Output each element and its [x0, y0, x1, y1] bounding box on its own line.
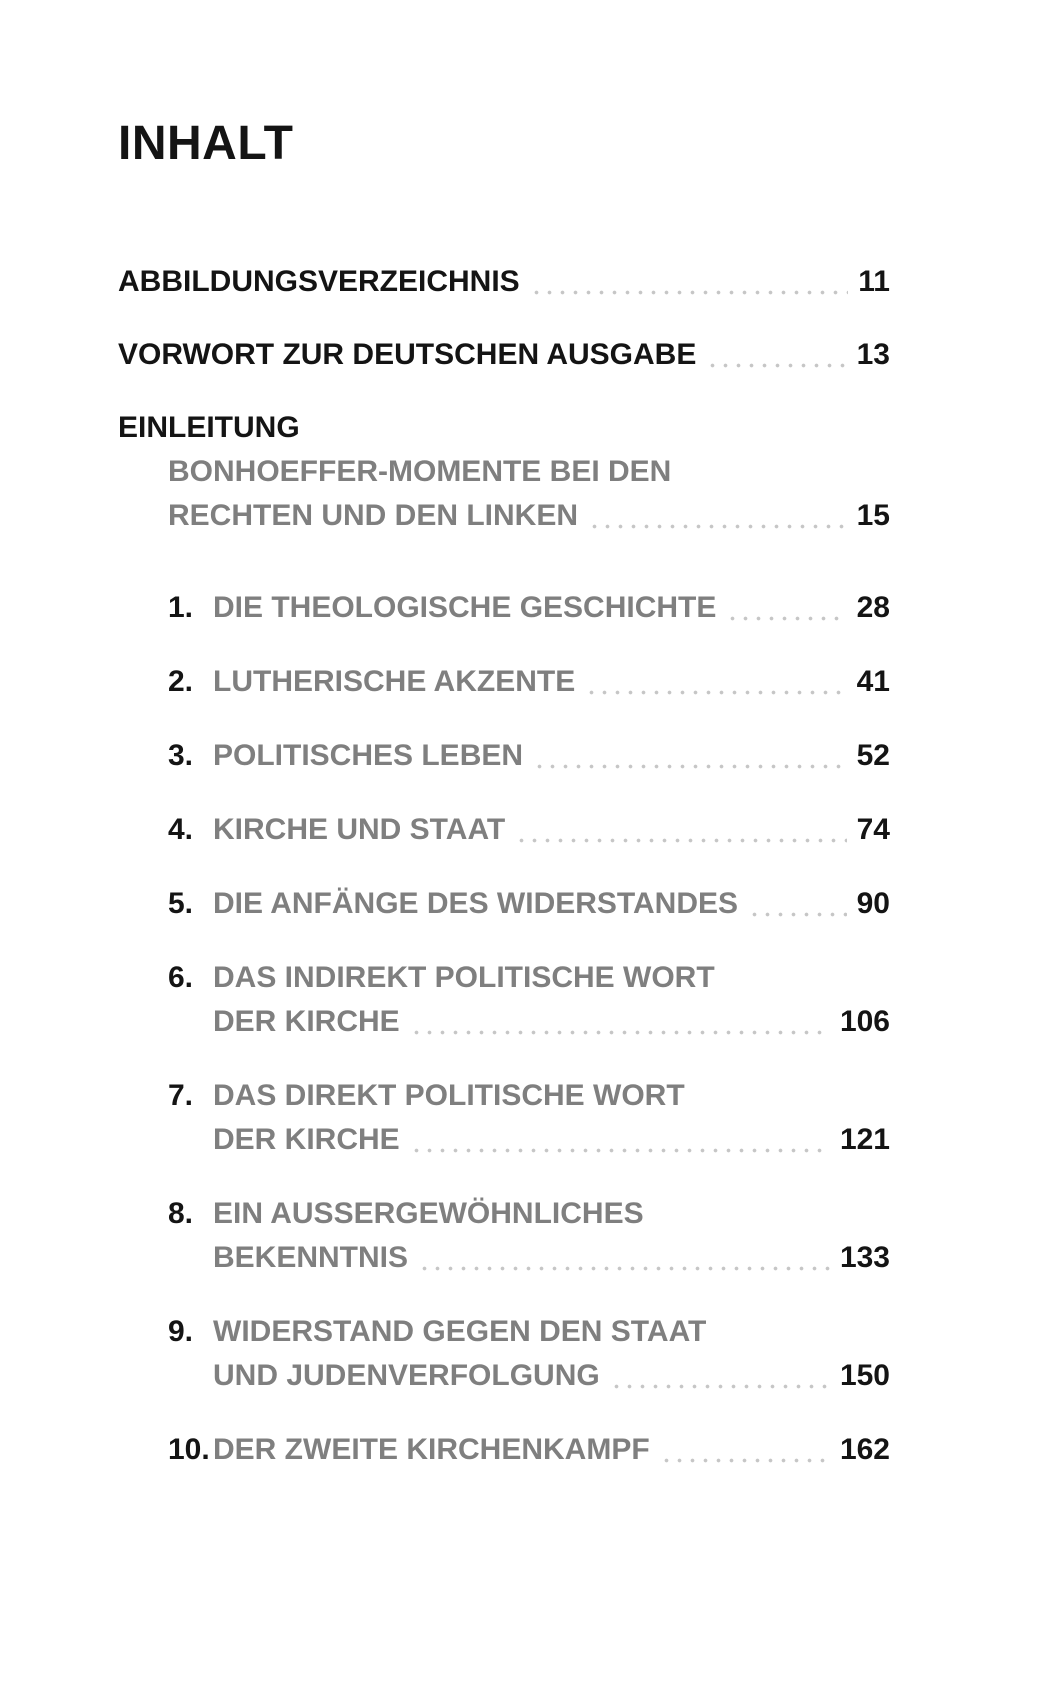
dot-leader [529, 290, 849, 295]
einleitung-subtitle: BONHOEFFER-MOMENTE BEI DEN RECHTEN UND D… [168, 450, 890, 538]
dot-leader [418, 1266, 830, 1271]
chapter-title-line1: DER ZWEITE KIRCHENKAMPF [213, 1433, 650, 1466]
toc-chapter-entry: 3. POLITISCHES LEBEN 52 [168, 734, 890, 778]
subtitle-line: RECHTEN UND DEN LINKEN [168, 499, 579, 532]
chapter-page-number: 121 [839, 1123, 890, 1156]
toc-chapter-entry: 9. WIDERSTAND GEGEN DEN STAAT UND JUDENV… [168, 1310, 890, 1398]
chapter-page-number: 74 [856, 813, 890, 846]
toc-page-number: 13 [856, 338, 890, 371]
dot-leader [748, 912, 847, 917]
dot-leader [585, 690, 847, 695]
toc-chapter-entry: 7. DAS DIREKT POLITISCHE WORT DER KIRCHE… [168, 1074, 890, 1162]
chapter-title-line1: DIE THEOLOGISCHE GESCHICHTE [213, 591, 717, 624]
chapter-page-number: 28 [856, 591, 890, 624]
dot-leader [588, 524, 847, 529]
chapter-title-line1: KIRCHE UND STAAT [213, 813, 506, 846]
table-of-contents: ABBILDUNGSVERZEICHNIS 11 VORWORT ZUR DEU… [118, 260, 890, 1472]
chapter-number: 3. [168, 739, 194, 772]
chapter-number: 7. [168, 1079, 194, 1112]
chapter-number: 6. [168, 961, 194, 994]
toc-entry-abbildungsverzeichnis: ABBILDUNGSVERZEICHNIS 11 [118, 260, 890, 304]
chapter-title-line1: DAS DIREKT POLITISCHE WORT [213, 1079, 685, 1112]
chapter-title-line1: WIDERSTAND GEGEN DEN STAAT [213, 1315, 707, 1348]
dot-leader [706, 363, 847, 368]
chapter-page-number: 106 [839, 1005, 890, 1038]
toc-chapter-entry: 8. EIN AUSSERGEWÖHNLICHES BEKENNTNIS 133 [168, 1192, 890, 1280]
dot-leader [726, 616, 847, 621]
chapter-number: 9. [168, 1315, 194, 1348]
chapter-page-number: 52 [856, 739, 890, 772]
section-heading: EINLEITUNG [118, 411, 300, 444]
toc-entry-label: ABBILDUNGSVERZEICHNIS [118, 265, 520, 298]
chapter-title-line1: LUTHERISCHE AKZENTE [213, 665, 576, 698]
dot-leader [409, 1148, 830, 1153]
page-title: INHALT [118, 117, 294, 170]
chapter-title-line2: DER KIRCHE [213, 1005, 400, 1038]
dot-leader [659, 1458, 830, 1463]
chapter-number: 2. [168, 665, 194, 698]
toc-entry-einleitung: EINLEITUNG BONHOEFFER-MOMENTE BEI DEN RE… [118, 406, 890, 538]
dot-leader [515, 838, 847, 843]
chapter-number: 1. [168, 591, 194, 624]
chapter-page-number: 41 [856, 665, 890, 698]
dot-leader [409, 1030, 830, 1035]
chapter-number: 8. [168, 1197, 194, 1230]
toc-chapter-entry: 2. LUTHERISCHE AKZENTE 41 [168, 660, 890, 704]
toc-entry-vorwort: VORWORT ZUR DEUTSCHEN AUSGABE 13 [118, 333, 890, 377]
chapter-title-line1: DIE ANFÄNGE DES WIDERSTANDES [213, 887, 739, 920]
chapter-number: 10. [168, 1433, 210, 1466]
subtitle-line: BONHOEFFER-MOMENTE BEI DEN [168, 455, 672, 488]
chapter-page-number: 162 [839, 1433, 890, 1466]
chapter-title-line1: EIN AUSSERGEWÖHNLICHES [213, 1197, 644, 1230]
toc-chapter-entry: 4. KIRCHE UND STAAT 74 [168, 808, 890, 852]
chapter-page-number: 133 [839, 1241, 890, 1274]
toc-entry-label: VORWORT ZUR DEUTSCHEN AUSGABE [118, 338, 697, 371]
chapter-title-line2: UND JUDENVERFOLGUNG [213, 1359, 600, 1392]
chapter-title-line1: DAS INDIREKT POLITISCHE WORT [213, 961, 715, 994]
chapter-title-line2: DER KIRCHE [213, 1123, 400, 1156]
dot-leader [533, 764, 847, 769]
chapter-number: 5. [168, 887, 194, 920]
toc-chapter-entry: 6. DAS INDIREKT POLITISCHE WORT DER KIRC… [168, 956, 890, 1044]
chapter-page-number: 150 [839, 1359, 890, 1392]
chapter-number: 4. [168, 813, 194, 846]
toc-chapter-entry: 1. DIE THEOLOGISCHE GESCHICHTE 28 [168, 586, 890, 630]
chapter-title-line1: POLITISCHES LEBEN [213, 739, 524, 772]
chapter-list: 1. DIE THEOLOGISCHE GESCHICHTE 28 2. LUT… [118, 586, 890, 1472]
toc-chapter-entry: 10. DER ZWEITE KIRCHENKAMPF 162 [168, 1428, 890, 1472]
chapter-title-line2: BEKENNTNIS [213, 1241, 409, 1274]
toc-chapter-entry: 5. DIE ANFÄNGE DES WIDERSTANDES 90 [168, 882, 890, 926]
dot-leader [609, 1384, 830, 1389]
toc-page-number: 15 [856, 499, 890, 532]
toc-page-number: 11 [858, 265, 890, 298]
chapter-page-number: 90 [856, 887, 890, 920]
